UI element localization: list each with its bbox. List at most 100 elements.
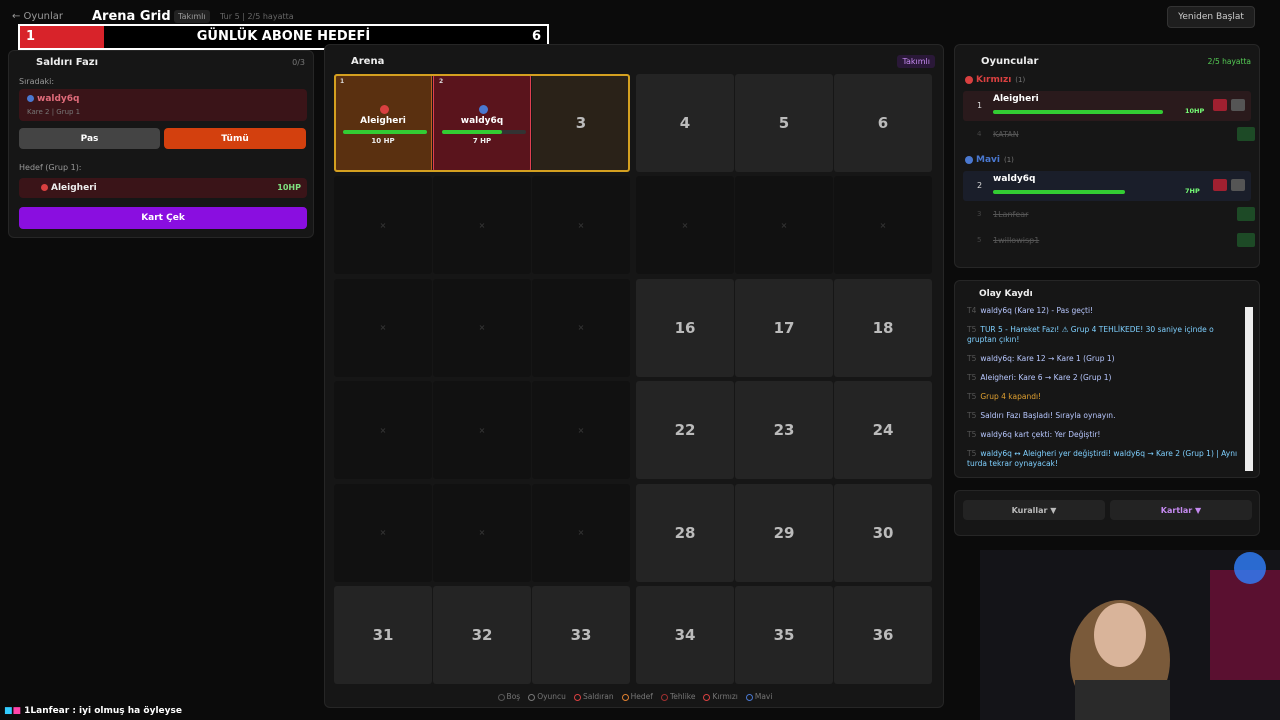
player-hp: 7 HP xyxy=(472,137,492,145)
grid-cell[interactable]: × xyxy=(433,483,531,582)
grid-cell[interactable]: × xyxy=(334,176,432,275)
log-turn: T5 xyxy=(967,430,977,439)
log-turn: T5 xyxy=(967,325,977,334)
pass-button[interactable]: Pas xyxy=(19,128,160,149)
cell-label: × xyxy=(478,323,486,333)
grid-cell[interactable]: × xyxy=(636,176,734,275)
log-entry: T5 Grup 4 kapandı! xyxy=(967,392,1243,402)
grid-cell[interactable]: 17 xyxy=(735,278,833,377)
revive-button[interactable] xyxy=(1237,207,1255,221)
status: Tur 5 | 2/5 hayatta xyxy=(220,12,294,21)
team-tag: Takımlı xyxy=(174,10,210,23)
restart-button[interactable]: Yeniden Başlat xyxy=(1167,6,1255,28)
player-hp: 10 HP xyxy=(371,137,395,145)
player-name: 1Lanfear xyxy=(993,210,1029,219)
grid-cell[interactable]: × xyxy=(532,278,630,377)
team-name: Kırmızı xyxy=(976,75,1012,85)
grid-cell[interactable]: 29 xyxy=(735,483,833,582)
grid-cell[interactable]: 33 xyxy=(532,586,630,684)
grid-cell[interactable]: 18 xyxy=(834,278,932,377)
grid-cell[interactable]: 23 xyxy=(735,381,833,480)
cell-label: 16 xyxy=(674,318,696,337)
cell-label: × xyxy=(478,220,486,230)
log-entry: T5 waldy6q: Kare 12 → Kare 1 (Grup 1) xyxy=(967,354,1243,364)
grid-cell[interactable]: × xyxy=(532,483,630,582)
legend-label: Saldıran xyxy=(582,692,614,701)
grid-cell[interactable]: 2 waldy6q 7 HP xyxy=(433,74,531,172)
grid-cell[interactable]: × xyxy=(735,176,833,275)
grid-cell[interactable]: 24 xyxy=(834,381,932,480)
grid-cell[interactable]: 28 xyxy=(636,483,734,582)
cell-label: × xyxy=(379,425,387,435)
grid-cell[interactable]: 5 xyxy=(735,74,833,172)
back-link[interactable]: ← Oyunlar xyxy=(12,11,64,22)
legend-item: Tehlike xyxy=(660,692,695,701)
log-turn: T5 xyxy=(967,392,977,401)
info-button[interactable] xyxy=(1231,99,1245,111)
grid-cell[interactable]: 16 xyxy=(636,278,734,377)
grid-cell[interactable]: × xyxy=(334,278,432,377)
log-panel: Olay Kaydı T4 waldy6q (Kare 12) - Pas geç… xyxy=(954,280,1260,478)
team-header: Mavi (1) xyxy=(965,155,1014,165)
cell-label: × xyxy=(379,220,387,230)
grid-cell[interactable]: 36 xyxy=(834,586,932,684)
cell-label: 3 xyxy=(575,114,587,132)
log-text: waldy6q ↔ Aleigheri yer değiştirdi! wald… xyxy=(967,449,1238,468)
revive-button[interactable] xyxy=(1237,127,1255,141)
log-text: Grup 4 kapandı! xyxy=(980,392,1042,401)
cell-label: 24 xyxy=(872,421,894,440)
log-turn: T5 xyxy=(967,373,977,382)
log-text: waldy6q: Kare 12 → Kare 1 (Grup 1) xyxy=(980,354,1115,363)
log-turn: T5 xyxy=(967,449,977,458)
grid-cell[interactable]: 32 xyxy=(433,586,531,684)
rules-button[interactable]: Kurallar ▼ xyxy=(963,500,1105,520)
log-text: Aleigheri: Kare 6 → Kare 2 (Grup 1) xyxy=(980,373,1112,382)
player-hp: 10HP xyxy=(1185,107,1205,115)
info-button[interactable] xyxy=(1231,179,1245,191)
grid-cell[interactable]: 6 xyxy=(834,74,932,172)
legend-swatch xyxy=(497,693,505,701)
webcam xyxy=(980,550,1280,720)
grid-cell[interactable]: × xyxy=(532,381,630,480)
arena-tag: Takımlı xyxy=(897,55,935,68)
log-turn: T5 xyxy=(967,411,977,420)
cell-label: × xyxy=(478,528,486,538)
player-rank: 4 xyxy=(977,130,982,138)
grid-cell[interactable]: 1 Aleigheri 10 HP xyxy=(334,74,432,172)
grid-cell[interactable]: × xyxy=(433,381,531,480)
grid-cell[interactable]: 22 xyxy=(636,381,734,480)
legend-item: Saldıran xyxy=(573,692,614,701)
goal-target: 6 xyxy=(531,29,541,44)
cell-label: 17 xyxy=(773,318,795,337)
grid-cell[interactable]: 4 xyxy=(636,74,734,172)
player-row: 2 waldy6q 7HP xyxy=(963,171,1251,201)
target: Aleigheri xyxy=(41,183,97,193)
grid-cell[interactable]: × xyxy=(334,381,432,480)
grid-cell[interactable]: 31 xyxy=(334,586,432,684)
player-rank: 3 xyxy=(977,210,982,218)
kick-button[interactable] xyxy=(1213,99,1227,111)
grid-cell[interactable]: 30 xyxy=(834,483,932,582)
team-header: Kırmızı (1) xyxy=(965,75,1025,85)
grid-cell[interactable]: × xyxy=(334,483,432,582)
draw-card-button[interactable]: Kart Çek xyxy=(19,207,307,229)
revive-button[interactable] xyxy=(1237,233,1255,247)
cell-label: 4 xyxy=(679,114,691,132)
grid-cell[interactable]: 34 xyxy=(636,586,734,684)
grid-cell[interactable]: 3 xyxy=(532,74,630,172)
cell-label: × xyxy=(379,528,387,538)
grid-cell[interactable]: 35 xyxy=(735,586,833,684)
cards-button[interactable]: Kartlar ▼ xyxy=(1110,500,1252,520)
next-player: waldy6q xyxy=(27,94,80,104)
kick-button[interactable] xyxy=(1213,179,1227,191)
grid-cell[interactable]: × xyxy=(834,176,932,275)
cell-label: × xyxy=(780,220,788,230)
alive-count: 2/5 hayatta xyxy=(1207,57,1251,66)
grid-cell[interactable]: × xyxy=(532,176,630,275)
all-button[interactable]: Tümü xyxy=(164,128,306,149)
legend-swatch xyxy=(573,693,581,701)
grid-cell[interactable]: × xyxy=(433,278,531,377)
panel-title: Arena xyxy=(351,56,385,67)
player-dot xyxy=(380,105,389,114)
grid-cell[interactable]: × xyxy=(433,176,531,275)
